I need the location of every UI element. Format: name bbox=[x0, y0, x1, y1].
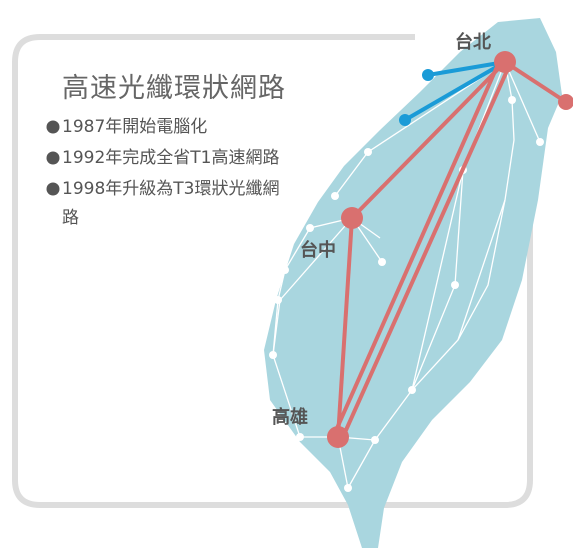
milestone: 1998年升級為T3環狀光纖網路 bbox=[62, 179, 280, 228]
network-nodes bbox=[269, 96, 544, 492]
red-node bbox=[341, 207, 363, 229]
blue-node bbox=[399, 114, 411, 126]
red-node bbox=[558, 94, 573, 110]
blue-links bbox=[403, 60, 507, 122]
red-node bbox=[327, 426, 349, 448]
red-node bbox=[494, 51, 516, 73]
blue-node bbox=[422, 69, 434, 81]
frame bbox=[12, 34, 533, 508]
milestone: 1992年完成全省T1高速網路 bbox=[62, 148, 280, 168]
bullets bbox=[46, 120, 60, 196]
city-label: 台北 bbox=[455, 32, 491, 53]
city-label: 台中 bbox=[300, 240, 336, 261]
red-links bbox=[332, 59, 568, 440]
milestone: 1987年開始電腦化 bbox=[62, 117, 208, 137]
city-label: 高雄 bbox=[272, 407, 308, 428]
title: 高速光纖環狀網路 bbox=[62, 73, 286, 104]
